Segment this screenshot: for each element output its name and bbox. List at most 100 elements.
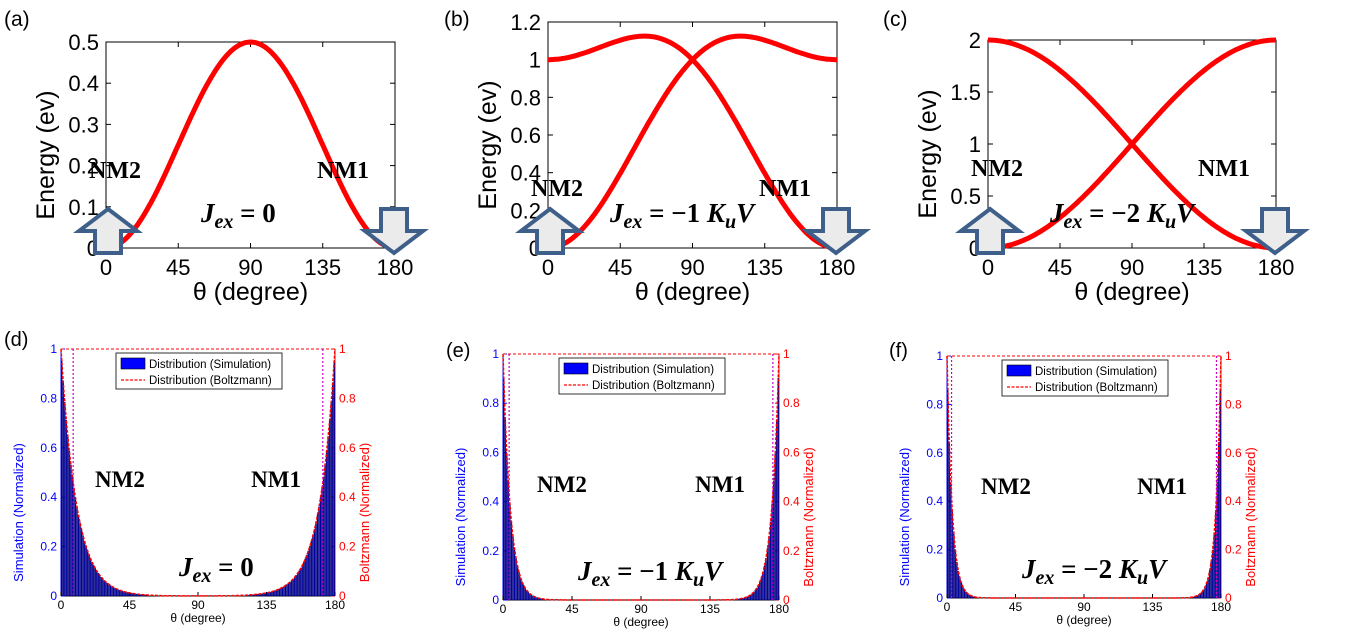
histogram-bar	[112, 587, 115, 597]
nm1-label: NM1	[1198, 156, 1250, 182]
y-tick-label-left: 1	[936, 349, 943, 363]
jex-symbol: J	[1049, 198, 1065, 228]
legend-label-simulation: Distribution (Simulation)	[1035, 366, 1157, 378]
x-tick-label: 135	[1142, 600, 1162, 614]
histogram-bar	[102, 578, 104, 597]
nm2-label: NM2	[537, 472, 587, 497]
x-tick-label: 45	[608, 255, 632, 280]
jex-subscript: ex	[624, 211, 643, 233]
y-axis-label-left: Simulation (Normalized)	[453, 448, 468, 587]
histogram-bar	[77, 514, 80, 597]
histogram-bar	[1204, 586, 1206, 599]
y-tick-label-left: 0.2	[40, 540, 57, 554]
histogram-bar	[64, 402, 66, 597]
y-tick-label-left: 0	[50, 589, 57, 603]
legend-label-simulation: Distribution (Simulation)	[592, 364, 714, 376]
histogram-bar	[65, 420, 68, 597]
histogram-bar	[523, 585, 525, 601]
histogram-bar	[766, 548, 769, 601]
histogram-bar	[74, 497, 77, 597]
x-tick-label: 135	[256, 598, 276, 612]
histogram-bar	[62, 382, 64, 597]
spin-up-arrow	[515, 206, 585, 255]
y-tick-label: 0.8	[510, 85, 541, 110]
boltzmann-curve	[946, 355, 1222, 599]
y-tick-label-right: 0.6	[1225, 446, 1242, 460]
y-tick-label-left: 1	[492, 347, 499, 361]
histogram-bar	[274, 590, 276, 597]
histogram-bar	[532, 595, 534, 601]
jex-symbol: J	[577, 556, 593, 586]
panel-label: (c)	[883, 8, 908, 31]
y-axis-label: Energy (ev)	[914, 89, 942, 218]
y-tick-label-right: 0.6	[783, 445, 800, 459]
jex-k-subscript: u	[1137, 567, 1148, 589]
jex-v: V	[1148, 554, 1168, 584]
histogram-bar	[131, 593, 133, 597]
histogram-bar	[83, 541, 86, 597]
histogram-bar	[503, 378, 505, 601]
jex-value: = 0	[211, 552, 253, 582]
legend-swatch-simulation	[563, 362, 589, 375]
histogram-bar	[96, 570, 98, 597]
x-tick-label: 180	[377, 255, 414, 280]
x-tick-label: 45	[1048, 255, 1072, 280]
histogram-bar	[90, 558, 92, 597]
x-tick-label: 180	[819, 255, 856, 280]
jex-value: = 0	[233, 198, 275, 228]
y-axis-label: Energy (ev)	[474, 80, 502, 209]
y-tick-label-right: 0.4	[1225, 494, 1242, 508]
histogram-bar	[332, 382, 334, 597]
y-tick-label-left: 0.8	[482, 396, 499, 410]
histogram-bar	[330, 402, 332, 597]
y-tick-label-right: 0.2	[1225, 543, 1242, 557]
y-axis-label-right: Boltzmann (Normalized)	[801, 447, 816, 586]
legend-label-boltzmann: Distribution (Boltzmann)	[149, 375, 272, 387]
histogram-bar	[76, 506, 78, 597]
histogram-bar	[70, 464, 72, 597]
histogram-bar	[99, 575, 101, 597]
jex-k-subscript: u	[693, 569, 704, 591]
y-tick-label-left: 0.6	[40, 441, 57, 455]
y-tick-label-left: 0.6	[926, 446, 943, 460]
jex-value: = −1	[642, 198, 707, 228]
histogram-bar	[108, 584, 110, 597]
nm1-label: NM1	[759, 176, 811, 202]
x-tick-label: 45	[123, 598, 137, 612]
jex-equation: Jex = −1 KuV	[577, 556, 724, 591]
histogram-bar	[756, 587, 758, 601]
jex-subscript: ex	[193, 565, 212, 587]
y-tick-label-left: 0.4	[926, 494, 943, 508]
y-axis-label-left: Simulation (Normalized)	[11, 443, 26, 582]
y-tick-label: 0.5	[950, 184, 981, 209]
histogram-bar	[769, 521, 772, 601]
energy-curve-2	[548, 33, 837, 251]
y-tick-label-right: 1	[339, 342, 346, 356]
nm2-label: NM2	[981, 474, 1031, 499]
panel-label: (f)	[889, 340, 908, 362]
histogram-bar	[105, 581, 107, 597]
histogram-bar	[97, 572, 99, 597]
y-tick-label-left: 0.8	[40, 391, 57, 405]
histogram-bar	[94, 568, 96, 597]
histogram-bar	[290, 580, 293, 597]
histogram-bar	[61, 360, 63, 597]
histogram-bar	[527, 591, 529, 601]
jex-symbol: J	[609, 198, 625, 228]
x-tick-label: 0	[100, 255, 112, 280]
y-tick-label-left: 0.6	[482, 445, 499, 459]
histogram-bar	[265, 592, 267, 597]
jex-v: V	[1176, 198, 1196, 228]
y-tick-label-left: 0.4	[482, 495, 499, 509]
y-tick-label-left: 0.2	[482, 544, 499, 558]
histogram-bar	[257, 594, 259, 597]
x-tick-label: 45	[166, 255, 190, 280]
y-tick-label-right: 0.4	[783, 495, 800, 509]
histogram-bar	[298, 570, 300, 597]
histogram-bar	[319, 497, 322, 597]
histogram-bar	[289, 581, 291, 597]
y-tick-label-left: 0.4	[40, 490, 57, 504]
histogram-bar	[301, 565, 303, 597]
histogram-bar	[762, 572, 764, 601]
